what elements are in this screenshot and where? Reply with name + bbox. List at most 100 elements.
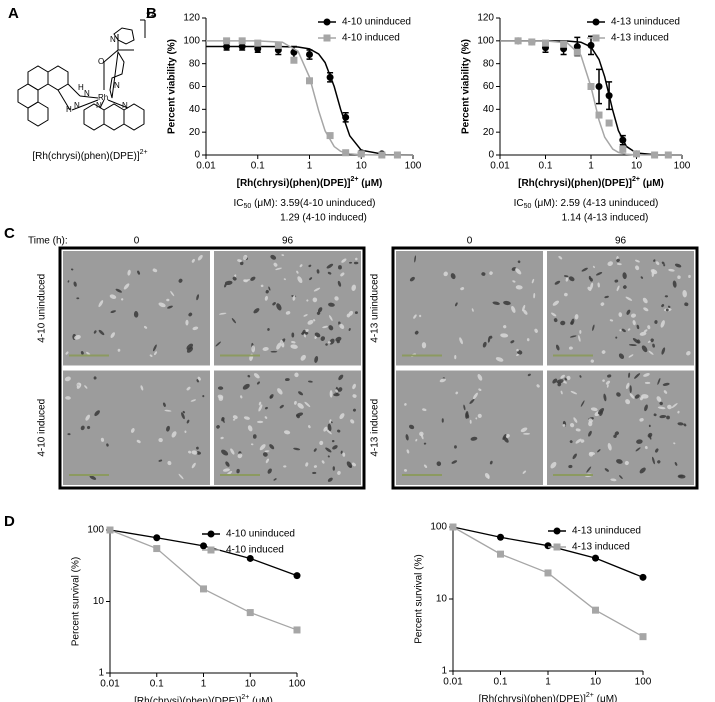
cell bbox=[327, 455, 330, 458]
cell bbox=[628, 354, 634, 358]
cell bbox=[331, 439, 335, 443]
cell bbox=[592, 265, 595, 269]
cell bbox=[405, 434, 409, 441]
cell bbox=[550, 461, 557, 469]
cell bbox=[469, 399, 475, 404]
cell bbox=[414, 255, 417, 263]
cell bbox=[554, 280, 561, 285]
row-label: 4-10 induced bbox=[37, 399, 48, 457]
cell bbox=[568, 346, 573, 350]
cell bbox=[439, 378, 446, 383]
cell bbox=[580, 439, 585, 443]
marker bbox=[587, 41, 595, 49]
cell bbox=[651, 456, 655, 465]
cell bbox=[686, 350, 691, 356]
cell bbox=[609, 319, 614, 322]
marker bbox=[223, 43, 231, 51]
cell bbox=[314, 332, 321, 338]
cell bbox=[65, 396, 71, 400]
cell bbox=[337, 470, 341, 475]
cell bbox=[166, 298, 170, 302]
y-axis-label: Percent survival (%) bbox=[414, 554, 425, 643]
cell bbox=[258, 404, 263, 412]
cell bbox=[351, 284, 356, 291]
cell bbox=[137, 270, 141, 275]
marker bbox=[254, 45, 262, 53]
cell bbox=[314, 355, 319, 363]
cell bbox=[196, 446, 199, 450]
cell bbox=[406, 449, 410, 454]
cell bbox=[502, 434, 507, 440]
cell bbox=[152, 344, 157, 352]
atom: N bbox=[114, 81, 120, 90]
cell bbox=[500, 333, 509, 338]
cell bbox=[256, 420, 264, 424]
cell bbox=[643, 329, 648, 333]
cell bbox=[300, 354, 306, 361]
cell bbox=[517, 260, 521, 264]
marker bbox=[357, 150, 365, 158]
legend-marker bbox=[592, 18, 600, 26]
cell bbox=[323, 426, 328, 432]
cell bbox=[566, 375, 571, 381]
cell bbox=[477, 413, 482, 418]
cell bbox=[413, 314, 417, 319]
cell bbox=[420, 433, 424, 440]
marker bbox=[639, 573, 647, 581]
cell bbox=[143, 325, 148, 329]
cell bbox=[570, 318, 575, 325]
atom: N bbox=[84, 89, 90, 98]
cell bbox=[291, 332, 295, 338]
cell bbox=[136, 439, 141, 444]
cell bbox=[661, 261, 665, 265]
x-tick-label: 0.01 bbox=[100, 679, 120, 690]
cell bbox=[264, 416, 268, 419]
cell bbox=[202, 394, 205, 398]
bond bbox=[71, 99, 99, 111]
ring bbox=[27, 65, 49, 91]
structure-caption: [Rh(chrysi)(phen)(DPE)]2+ bbox=[32, 149, 147, 161]
cell bbox=[251, 345, 256, 353]
cell bbox=[626, 309, 631, 315]
cell bbox=[651, 269, 655, 278]
cell bbox=[337, 429, 341, 433]
cell bbox=[158, 437, 163, 443]
cell bbox=[553, 318, 558, 323]
cell bbox=[642, 297, 648, 304]
cell bbox=[455, 391, 459, 395]
cell bbox=[317, 307, 323, 313]
cell bbox=[404, 403, 407, 406]
cell bbox=[84, 385, 88, 389]
marker bbox=[595, 83, 603, 90]
cell bbox=[672, 280, 677, 288]
cell bbox=[247, 425, 253, 432]
cell bbox=[346, 461, 353, 468]
cell bbox=[648, 350, 654, 355]
ring bbox=[47, 65, 69, 91]
legend-label: 4-13 induced bbox=[611, 33, 669, 44]
cell bbox=[225, 461, 230, 467]
cell bbox=[657, 460, 661, 464]
cell bbox=[634, 373, 641, 379]
cell bbox=[684, 302, 689, 307]
cell bbox=[624, 460, 629, 466]
micrograph bbox=[63, 251, 210, 366]
cell bbox=[327, 271, 332, 275]
marker bbox=[223, 37, 231, 45]
x-axis-label: [Rh(chrysi)(phen)(DPE)]2+ (μM) bbox=[518, 176, 664, 188]
text-part: (μM): 3.59(4-10 uninduced) bbox=[251, 198, 375, 209]
cell bbox=[285, 311, 291, 315]
cell bbox=[604, 295, 609, 299]
y-tick-label: 0 bbox=[194, 150, 200, 161]
cell bbox=[677, 275, 681, 280]
cell bbox=[463, 404, 466, 411]
cell bbox=[120, 298, 124, 301]
cell bbox=[354, 257, 358, 261]
cell bbox=[232, 415, 238, 420]
cell bbox=[622, 285, 627, 289]
cell bbox=[636, 439, 643, 444]
marker bbox=[664, 151, 672, 159]
cell bbox=[579, 329, 582, 334]
cell bbox=[321, 460, 325, 464]
row-label: 4-10 uninduced bbox=[37, 274, 48, 343]
